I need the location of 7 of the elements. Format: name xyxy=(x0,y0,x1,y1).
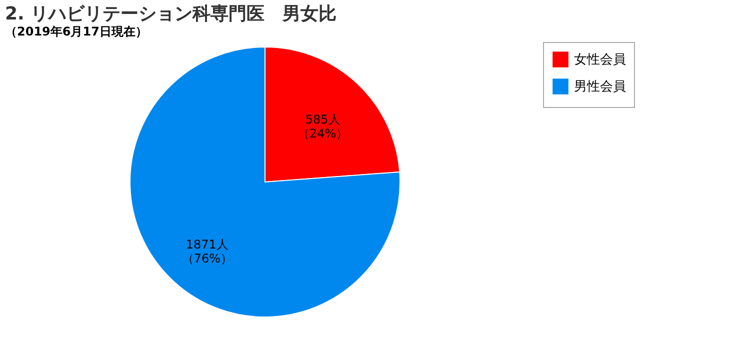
legend-label: 男性会員 xyxy=(574,80,626,94)
pie-slice xyxy=(130,46,400,318)
chart-subtitle: （2019年6月17日現在） xyxy=(5,24,148,38)
data-label: 1871人（76%） xyxy=(182,237,232,266)
legend-label: 女性会員 xyxy=(574,52,626,68)
data-label: 585人（24%） xyxy=(298,112,348,141)
chart-title: 2. リハビリテーション科専門医 男女比 xyxy=(5,4,337,24)
